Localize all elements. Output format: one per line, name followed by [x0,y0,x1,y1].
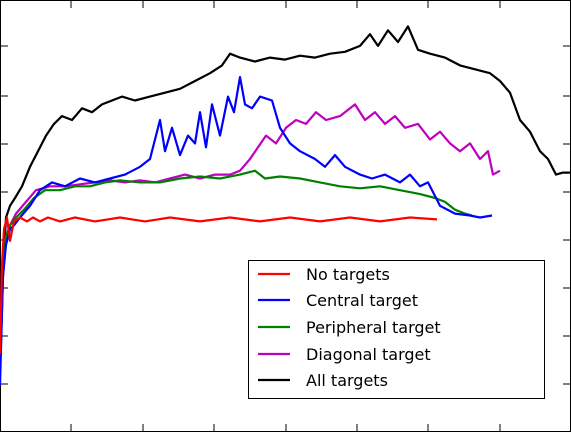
legend-entry-all-targets: All targets [258,371,388,390]
series-line-peripheral-target [0,169,473,374]
legend-label-all-targets: All targets [306,371,388,390]
legend-label-central-target: Central target [306,291,418,310]
legend-entry-diagonal-target: Diagonal target [258,345,431,364]
legend: No targets Central target Peripheral tar… [248,260,545,399]
legend-box [248,260,545,399]
legend-label-no-targets: No targets [306,265,390,284]
series-line-diagonal-target [0,103,501,362]
legend-label-diagonal-target: Diagonal target [306,345,431,364]
series-layer [0,25,570,386]
legend-entry-peripheral-target: Peripheral target [258,318,441,337]
legend-entry-no-targets: No targets [258,265,390,284]
series-line-all-targets [0,25,570,347]
series-line-central-target [0,75,493,386]
legend-entry-central-target: Central target [258,291,418,310]
series-line-no-targets [0,216,438,355]
legend-label-peripheral-target: Peripheral target [306,318,441,337]
